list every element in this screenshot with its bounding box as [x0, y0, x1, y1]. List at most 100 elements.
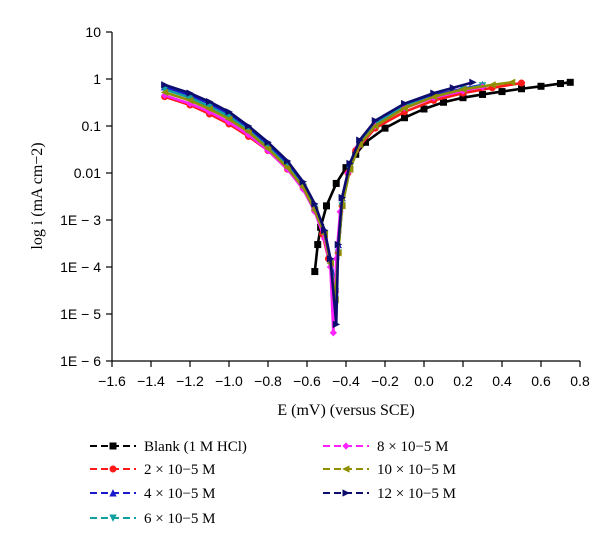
data-point [283, 163, 292, 172]
data-point [517, 79, 525, 87]
data-point [332, 179, 340, 187]
data-point [507, 78, 516, 87]
data-point [449, 84, 458, 92]
legend-marker [109, 489, 117, 497]
legend-item: 12 × 10−5 M [323, 486, 456, 502]
x-tick-label: 0.4 [492, 373, 512, 389]
legend-marker [109, 442, 117, 450]
legend-label: Blank (1 M HCl) [144, 439, 247, 455]
data-point [371, 122, 379, 130]
data-point [264, 144, 272, 153]
legend-marker [342, 489, 350, 497]
x-tick-label: −0.6 [293, 373, 321, 389]
x-axis-title: E (mV) (versus SCE) [277, 402, 414, 419]
data-point [264, 138, 272, 146]
x-tick-label: −0.8 [254, 373, 282, 389]
legend-item: 8 × 10−5 M [323, 439, 449, 455]
series-layer [160, 78, 574, 337]
data-point [371, 116, 380, 125]
data-point [488, 81, 496, 89]
data-point [322, 202, 330, 210]
x-tick-label: −0.2 [371, 373, 399, 389]
legend-item: Blank (1 M HCl) [90, 439, 247, 455]
y-axis-ticks: 10 1 0.1 0.01 1E − 3 1E − 4 1E − 5 1E − 6 [60, 24, 112, 369]
data-point [160, 88, 169, 97]
data-point [478, 90, 486, 98]
series-line [313, 81, 572, 273]
y-tick-label: 1E − 4 [60, 259, 101, 275]
y-tick-label: 1 [93, 71, 101, 87]
legend-label: 8 × 10−5 M [377, 439, 449, 455]
legend-marker [109, 514, 117, 522]
data-point [346, 159, 354, 168]
legend-label: 4 × 10−5 M [144, 486, 216, 502]
x-tick-label: −1.6 [98, 373, 126, 389]
data-point [161, 81, 169, 89]
data-point [321, 226, 329, 235]
data-point [311, 268, 319, 276]
data-point [400, 99, 409, 108]
data-point [283, 157, 292, 165]
data-point [205, 105, 213, 113]
legend-marker [109, 465, 117, 473]
x-tick-label: −1.0 [215, 373, 243, 389]
data-point [430, 89, 438, 97]
y-tick-label: 1E − 6 [60, 353, 101, 369]
data-point [429, 93, 438, 101]
x-tick-label: −1.2 [176, 373, 204, 389]
series-line [163, 85, 484, 334]
data-point [556, 80, 564, 88]
data-point [420, 105, 428, 113]
data-point [311, 200, 319, 208]
data-point [498, 88, 506, 96]
legend-label: 12 × 10−5 M [377, 486, 456, 502]
data-point [186, 89, 194, 97]
data-point [338, 193, 346, 202]
legend-item: 10 × 10−5 M [323, 462, 456, 478]
data-point [329, 329, 337, 337]
x-tick-label: 0.2 [453, 373, 473, 389]
data-point [537, 82, 545, 90]
y-tick-label: 0.1 [82, 118, 102, 134]
legend-item: 6 × 10−5 M [90, 511, 216, 527]
x-tick-label: 0.6 [531, 373, 551, 389]
x-tick-label: −0.4 [332, 373, 360, 389]
data-point [459, 85, 467, 94]
data-point [334, 240, 343, 249]
y-axis-title: log i (mA cm−2) [29, 142, 46, 249]
data-point [245, 122, 253, 130]
data-point [356, 136, 364, 144]
legend-marker [342, 465, 350, 473]
series-12-10-5-m [161, 78, 477, 329]
x-tick-label: 0.8 [570, 373, 590, 389]
data-point [314, 241, 322, 249]
legend-item: 2 × 10−5 M [90, 462, 216, 478]
series-line [163, 81, 475, 326]
data-point [332, 320, 341, 329]
data-point [469, 78, 477, 87]
x-tick-label: 0.0 [414, 373, 434, 389]
x-tick-label: −1.4 [137, 373, 165, 389]
data-point [381, 124, 389, 132]
y-tick-label: 10 [85, 24, 101, 40]
series-blank-1-m-hcl [311, 78, 574, 276]
legend-marker [342, 442, 350, 450]
legend: Blank (1 M HCl) 2 × 10−5 M 4 × 10−5 M 6 × 1… [90, 439, 456, 527]
legend-label: 2 × 10−5 M [144, 462, 216, 478]
data-point [326, 255, 335, 263]
data-point [439, 98, 447, 106]
data-point [400, 114, 408, 122]
x-axis-ticks: −1.6 −1.4 −1.2 −1.0 −0.8 −0.6 −0.4 −0.2 0.0 0.2 0.… [98, 361, 590, 389]
legend-item: 4 × 10−5 M [90, 486, 216, 502]
data-point [206, 97, 214, 106]
y-tick-label: 1E − 3 [60, 212, 101, 228]
series-8-10-5-m [161, 83, 487, 337]
data-point [186, 96, 194, 105]
data-point [566, 78, 574, 86]
data-point [400, 104, 409, 112]
y-tick-label: 0.01 [74, 165, 101, 181]
y-tick-label: 1E − 5 [60, 306, 101, 322]
data-point [225, 115, 233, 123]
data-point [299, 178, 307, 186]
